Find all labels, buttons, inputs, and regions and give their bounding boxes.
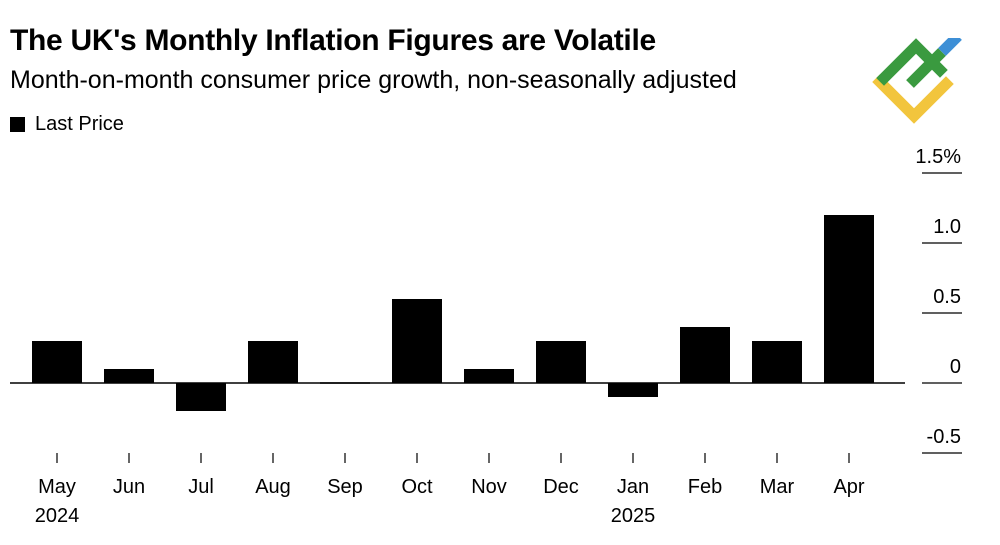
- x-tick-label: Apr: [833, 476, 864, 498]
- x-year-label: 2024: [35, 505, 80, 527]
- bar-sep: [320, 382, 370, 384]
- legend-label: Last Price: [35, 113, 124, 135]
- y-tick-label: 0: [950, 356, 961, 378]
- x-tick-label: Jan: [617, 476, 649, 498]
- x-tick-label: Dec: [543, 476, 579, 498]
- x-year-label: 2025: [611, 505, 656, 527]
- bar-dec: [536, 341, 586, 383]
- y-tick-label: 1.5%: [915, 146, 961, 168]
- bar-oct: [392, 299, 442, 383]
- y-tick-label: -0.5: [927, 426, 961, 448]
- x-tick-label: Feb: [688, 476, 722, 498]
- bar-aug: [248, 341, 298, 383]
- bar-mar: [752, 341, 802, 383]
- x-tick-label: Sep: [327, 476, 363, 498]
- chart-subtitle: Month-on-month consumer price growth, no…: [10, 66, 737, 94]
- y-tick-label: 1.0: [933, 216, 961, 238]
- bar-jul: [176, 383, 226, 411]
- bar-nov: [464, 369, 514, 383]
- x-tick-label: Nov: [471, 476, 507, 498]
- bar-may: [32, 341, 82, 383]
- x-tick-label: Jul: [188, 476, 214, 498]
- bar-feb: [680, 327, 730, 383]
- x-tick-label: Mar: [760, 476, 795, 498]
- brand-logo-icon: [872, 38, 962, 124]
- legend: Last Price: [10, 113, 124, 136]
- bar-jan: [608, 383, 658, 397]
- x-tick-label: May: [38, 476, 76, 498]
- x-tick-label: Oct: [401, 476, 433, 498]
- logo-green-diagonal: [906, 48, 946, 88]
- legend-swatch: [10, 117, 25, 132]
- bar-apr: [824, 215, 874, 383]
- chart-title: The UK's Monthly Inflation Figures are V…: [10, 24, 656, 57]
- bar-jun: [104, 369, 154, 383]
- y-tick-label: 0.5: [933, 286, 961, 308]
- logo-yellow-stroke: [872, 74, 954, 124]
- x-tick-label: Aug: [255, 476, 291, 498]
- logo-blue-stroke: [938, 38, 962, 56]
- x-tick-label: Jun: [113, 476, 145, 498]
